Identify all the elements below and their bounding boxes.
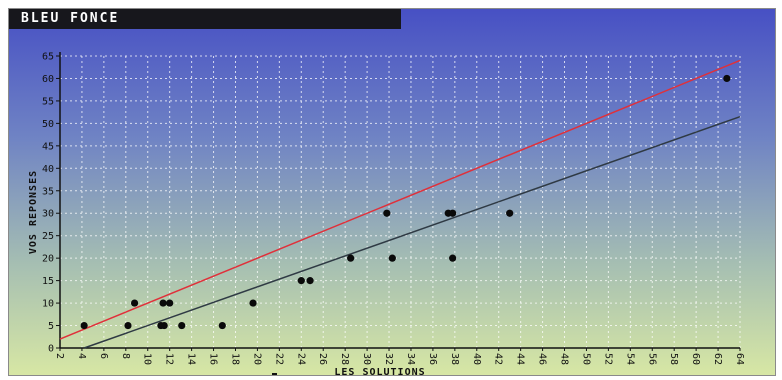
x-tick-label: 50 bbox=[580, 353, 591, 365]
axis-marker bbox=[272, 373, 277, 375]
chart-panel: BLEU FONCE 0 5 10 15 20 25 30 35 40 45 50 55 60 65 2 4 6… bbox=[8, 8, 776, 376]
y-tick-label: 45 bbox=[42, 141, 54, 152]
y-tick-label: 10 bbox=[42, 299, 54, 310]
data-point bbox=[506, 209, 514, 217]
y-tick-label: 55 bbox=[42, 96, 54, 107]
data-point bbox=[306, 277, 314, 285]
regression-line bbox=[83, 115, 741, 349]
data-point bbox=[297, 277, 305, 285]
x-tick-label: 18 bbox=[229, 353, 240, 365]
data-point bbox=[449, 254, 457, 262]
x-tick-label: 20 bbox=[251, 353, 262, 365]
data-point bbox=[347, 254, 355, 262]
data-point bbox=[723, 74, 731, 83]
y-tick-label: 35 bbox=[42, 186, 54, 197]
x-tick-label: 22 bbox=[273, 353, 284, 365]
y-tick-label: 5 bbox=[48, 321, 54, 332]
y-tick-label: 60 bbox=[42, 74, 54, 85]
y-tick-label: 40 bbox=[42, 164, 54, 175]
x-tick-label: 56 bbox=[646, 353, 657, 365]
x-tick-label: 38 bbox=[449, 353, 460, 365]
data-point bbox=[130, 299, 139, 307]
data-point bbox=[218, 321, 226, 330]
x-tick-label: 2 bbox=[54, 353, 65, 359]
x-tick-label: 48 bbox=[559, 353, 570, 365]
x-tick-label: 24 bbox=[295, 353, 306, 365]
x-tick-label: 44 bbox=[515, 353, 526, 365]
x-tick-label: 34 bbox=[405, 353, 416, 365]
x-tick-label: 12 bbox=[164, 353, 175, 365]
x-tick-label: 42 bbox=[493, 353, 504, 365]
x-tick-label: 52 bbox=[602, 353, 613, 365]
x-tick-label: 14 bbox=[186, 353, 197, 365]
x-tick-label: 60 bbox=[690, 353, 701, 365]
x-tick-label: 40 bbox=[471, 353, 482, 365]
x-tick-label: 64 bbox=[734, 353, 745, 365]
y-tick-label: 65 bbox=[42, 52, 54, 63]
x-tick-label: 32 bbox=[383, 353, 394, 365]
y-tick-label: 30 bbox=[42, 209, 54, 220]
chart-title: BLEU FONCE bbox=[9, 9, 401, 29]
data-point bbox=[159, 299, 167, 307]
x-tick-label: 46 bbox=[537, 353, 548, 365]
x-tick-label: 36 bbox=[427, 353, 438, 365]
data-point bbox=[124, 321, 132, 330]
y-tick-label: 50 bbox=[42, 119, 54, 130]
y-tick-label: 0 bbox=[48, 344, 54, 355]
x-tick-label: 62 bbox=[712, 353, 723, 365]
x-tick-label: 16 bbox=[208, 353, 219, 365]
x-tick-label: 58 bbox=[668, 353, 679, 365]
x-axis-label: LES SOLUTIONS bbox=[334, 367, 425, 376]
y-tick-label: 15 bbox=[42, 276, 54, 287]
x-tick-label: 10 bbox=[142, 353, 153, 365]
x-tick-label: 4 bbox=[76, 353, 87, 359]
x-tick-label: 54 bbox=[624, 353, 635, 365]
y-axis-label: VOS REPONSES bbox=[28, 170, 39, 254]
data-point bbox=[383, 209, 391, 217]
data-point bbox=[160, 321, 168, 330]
y-tick-label: 25 bbox=[42, 231, 54, 242]
x-tick-label: 28 bbox=[339, 353, 350, 365]
x-tick-label: 30 bbox=[361, 353, 372, 365]
data-point bbox=[80, 321, 88, 330]
identity-line bbox=[59, 59, 741, 340]
x-tick-label: 6 bbox=[98, 353, 109, 359]
data-point bbox=[449, 209, 457, 217]
data-point bbox=[249, 299, 257, 307]
data-point bbox=[388, 254, 396, 262]
x-tick-label: 8 bbox=[120, 353, 131, 359]
data-point bbox=[178, 321, 186, 330]
x-tick-label: 26 bbox=[317, 353, 328, 365]
y-tick-label: 20 bbox=[42, 254, 54, 265]
data-point bbox=[166, 299, 174, 307]
